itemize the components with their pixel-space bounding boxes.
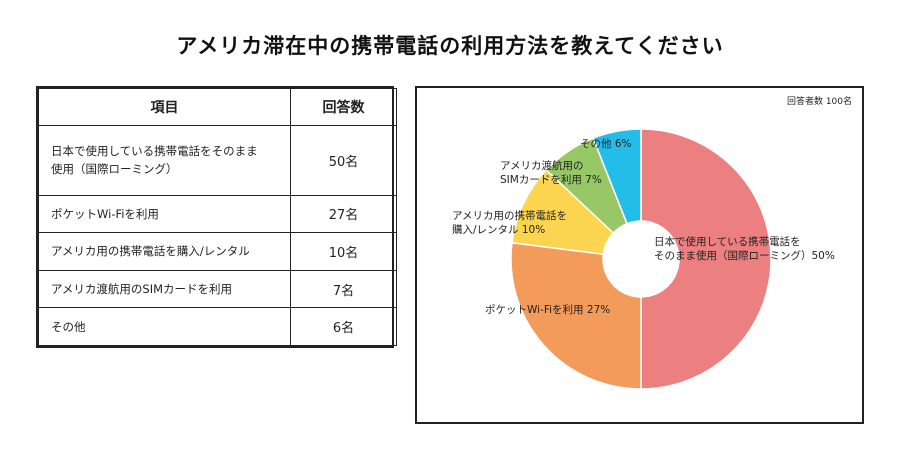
donut-chart-panel: 回答者数 100名 日本で使用している携帯電話をそのまま使用（国際ローミング）5…: [415, 86, 864, 424]
table-row: 日本で使用している携帯電話をそのまま 使用（国際ローミング） 50名: [38, 125, 397, 196]
row-count: 27名: [290, 194, 397, 234]
slice-label-pocket-wifi: ポケットWi-Fiを利用 27%: [485, 304, 610, 316]
table-header-row: 項目 回答数: [38, 88, 397, 126]
table-row: その他 6名: [38, 307, 397, 346]
slice-pocket-wifi: [510, 241, 642, 390]
slice-label-other: その他 6%: [580, 137, 632, 150]
row-count: 6名: [290, 307, 397, 346]
response-table: 項目 回答数 日本で使用している携帯電話をそのまま 使用（国際ローミング） 50名…: [36, 86, 397, 348]
row-item: アメリカ渡航用のSIMカードを利用: [38, 269, 291, 309]
slice-label-roaming: 日本で使用している携帯電話をそのまま使用（国際ローミング）50%: [654, 235, 835, 262]
row-item: その他: [38, 307, 291, 346]
slice-roaming: [640, 128, 772, 390]
table-row: アメリカ用の携帯電話を購入/レンタル 10名: [38, 232, 397, 271]
donut-chart: 日本で使用している携帯電話をそのまま使用（国際ローミング）50% ポケットWi-F…: [452, 128, 835, 390]
table-row: アメリカ渡航用のSIMカードを利用 7名: [38, 269, 397, 309]
chart-title: アメリカ滞在中の携帯電話の利用方法を教えてください: [176, 34, 724, 58]
header-item: 項目: [38, 88, 291, 126]
row-count: 10名: [290, 232, 397, 271]
row-count: 7名: [290, 269, 397, 309]
header-count: 回答数: [290, 88, 397, 126]
row-item: ポケットWi-Fiを利用: [38, 194, 291, 234]
respondents-note: 回答者数 100名: [786, 97, 852, 107]
row-item: 日本で使用している携帯電話をそのまま 使用（国際ローミング）: [38, 125, 291, 196]
slice-other: [592, 128, 642, 225]
table-row: ポケットWi-Fiを利用 27名: [38, 194, 397, 234]
slice-label-sim-card: アメリカ渡航用の SIMカードを利用 7%: [500, 159, 602, 186]
row-count: 50名: [290, 125, 397, 196]
slice-label-us-phone: アメリカ用の携帯電話を購入/レンタル 10%: [452, 209, 567, 236]
row-item: アメリカ用の携帯電話を購入/レンタル: [38, 232, 291, 271]
